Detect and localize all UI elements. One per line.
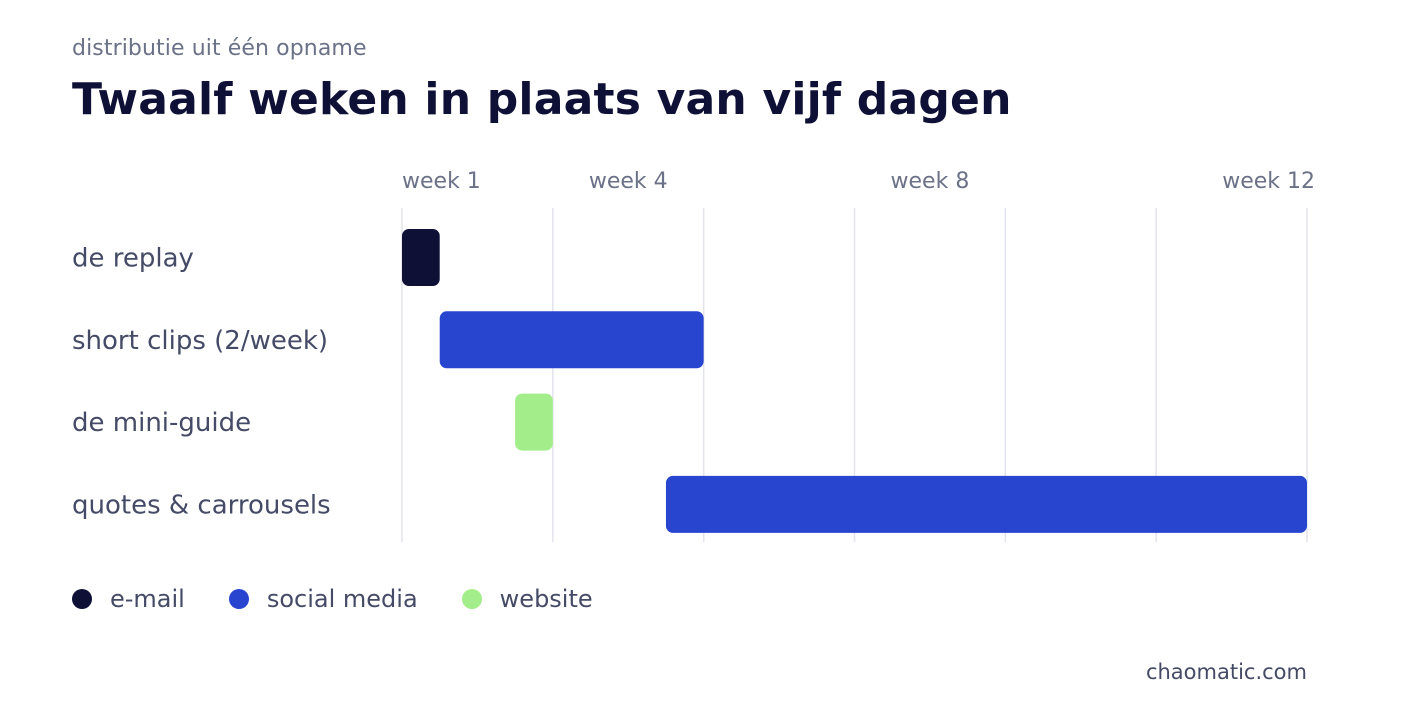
legend-item-social-media: social media [228, 585, 418, 613]
chart-subtitle: distributie uit één opname [72, 36, 367, 61]
row-label-short-clips-2-week: short clips (2/week) [72, 326, 328, 356]
x-tick-label: week 8 [891, 169, 970, 194]
bars [402, 229, 1307, 533]
legend: e-mail social media website [72, 585, 637, 613]
chart-title: Twaalf weken in plaats van vijf dagen [72, 74, 1012, 125]
row-label-de-replay: de replay [72, 244, 194, 274]
legend-label-email: e-mail [110, 585, 185, 613]
legend-item-email: e-mail [72, 585, 185, 613]
bar-short-clips-2-week [439, 311, 704, 369]
x-tick-label: week 1 [402, 169, 481, 194]
legend-swatch-email [72, 589, 92, 609]
legend-swatch-website [461, 589, 482, 609]
row-label-quotes-carrousels: quotes & carrousels [72, 490, 331, 520]
x-tick-label: week 4 [589, 169, 668, 194]
x-tick-label: week 12 [1222, 169, 1315, 194]
legend-swatch-social-media [228, 589, 249, 609]
row-label-de-mini-guide: de mini-guide [72, 408, 251, 438]
legend-item-website: website [461, 585, 593, 613]
legend-label-website: website [499, 585, 593, 613]
bar-de-mini-guide [515, 393, 553, 451]
legend-label-social-media: social media [266, 585, 418, 613]
source-credit: chaomatic.com [1145, 660, 1307, 684]
bar-quotes-carrousels [665, 475, 1307, 533]
x-axis-ticks: week 1 week 4 week 8 week 12 [402, 169, 1315, 194]
row-labels: de replay short clips (2/week) de mini-gui… [72, 244, 331, 521]
bar-de-replay [402, 229, 440, 286]
